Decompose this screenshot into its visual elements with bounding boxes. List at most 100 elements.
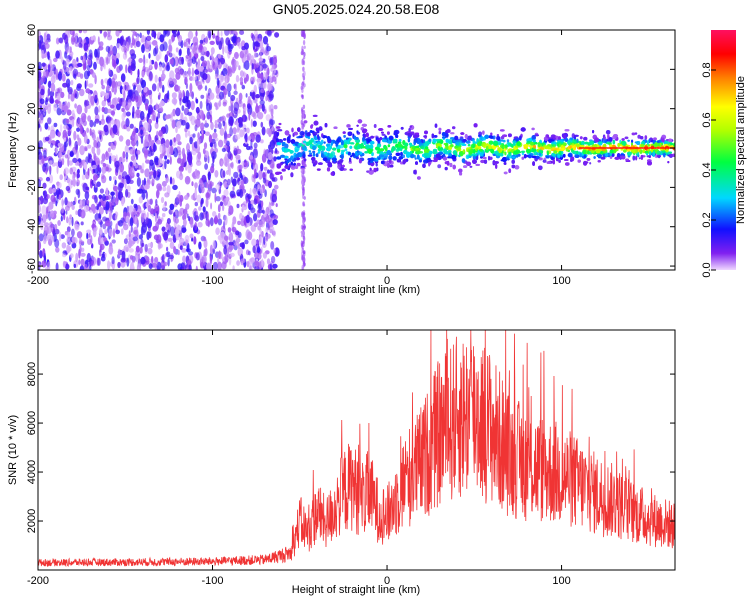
noise-cell — [110, 119, 116, 125]
noise-cell — [74, 223, 80, 231]
noise-cell — [65, 154, 69, 159]
noise-cell — [111, 198, 115, 208]
noise-cell — [241, 242, 245, 249]
noise-cell — [94, 194, 98, 204]
noise-cell — [68, 160, 74, 166]
noise-cell — [38, 204, 41, 214]
noise-cell — [66, 46, 72, 53]
noise-cell — [86, 199, 90, 205]
noise-cell — [41, 62, 46, 67]
band-cell — [506, 139, 510, 143]
noise-cell — [273, 214, 279, 220]
noise-cell — [267, 82, 272, 92]
noise-cell — [270, 192, 273, 203]
noise-cell — [134, 215, 137, 225]
noise-cell — [86, 79, 89, 87]
noise-cell — [260, 200, 264, 208]
noise-cell — [215, 183, 221, 191]
noise-cell — [46, 70, 49, 78]
band-cell — [400, 126, 404, 130]
noise-cell — [42, 53, 48, 58]
noise-cell — [108, 246, 114, 255]
band-cell — [635, 155, 638, 161]
noise-cell — [256, 239, 259, 245]
noise-cell — [94, 118, 100, 124]
noise-cell — [200, 122, 205, 132]
noise-cell — [55, 262, 59, 270]
noise-cell — [219, 74, 225, 83]
noise-cell — [205, 92, 209, 103]
noise-cell — [197, 221, 203, 228]
noise-cell — [98, 45, 104, 51]
noise-cell — [262, 252, 267, 259]
noise-cell — [232, 216, 237, 225]
noise-cell — [125, 64, 128, 74]
noise-cell — [151, 162, 155, 171]
noise-cell — [116, 52, 120, 59]
noise-cell — [244, 60, 250, 71]
noise-cell — [158, 157, 163, 167]
noise-cell — [74, 42, 80, 47]
noise-cell — [84, 106, 88, 114]
noise-cell — [122, 52, 128, 60]
noise-cell — [174, 217, 179, 224]
noise-cell — [56, 194, 59, 204]
noise-cell — [156, 183, 162, 191]
noise-cell — [269, 173, 274, 180]
noise-cell — [181, 248, 187, 253]
noise-cell — [92, 90, 98, 100]
noise-cell — [188, 91, 194, 97]
noise-cell — [200, 186, 205, 194]
noise-cell — [121, 88, 124, 95]
noise-cell — [132, 31, 137, 36]
noise-cell — [252, 120, 257, 127]
noise-cell — [76, 134, 80, 141]
noise-cell — [79, 199, 83, 206]
noise-cell — [76, 57, 79, 62]
noise-cell — [46, 261, 51, 270]
noise-cell — [97, 218, 102, 223]
noise-cell — [263, 236, 266, 246]
noise-cell — [222, 120, 226, 127]
noise-cell — [177, 249, 180, 256]
noise-cell — [125, 118, 130, 128]
noise-cell — [268, 128, 272, 138]
noise-cell — [133, 126, 137, 135]
noise-cell — [186, 177, 190, 183]
noise-cell — [159, 43, 165, 52]
noise-cell — [40, 75, 46, 83]
noise-cell — [260, 121, 264, 128]
noise-cell — [120, 217, 125, 224]
noise-cell — [147, 108, 151, 119]
noise-cell — [217, 30, 220, 40]
noise-cell — [301, 175, 305, 179]
noise-cell — [271, 64, 275, 70]
noise-cell — [38, 73, 41, 82]
noise-cell — [302, 39, 306, 46]
band-cell — [612, 139, 616, 145]
noise-cell — [217, 261, 222, 270]
noise-cell — [301, 264, 304, 270]
noise-cell — [41, 205, 47, 215]
noise-cell — [130, 225, 133, 233]
noise-cell — [217, 56, 220, 66]
noise-cell — [259, 65, 262, 73]
noise-cell — [261, 126, 266, 136]
noise-cell — [169, 203, 175, 210]
noise-cell — [58, 151, 63, 158]
noise-cell — [254, 252, 259, 259]
noise-cell — [238, 159, 241, 164]
noise-cell — [230, 161, 234, 169]
noise-cell — [239, 184, 245, 191]
noise-cell — [142, 223, 147, 233]
noise-cell — [67, 157, 70, 167]
noise-cell — [265, 91, 269, 96]
noise-cell — [58, 37, 63, 43]
noise-cell — [86, 127, 89, 133]
noise-cell — [176, 224, 182, 234]
noise-cell — [257, 111, 261, 119]
noise-cell — [135, 109, 140, 116]
noise-cell — [194, 119, 199, 124]
noise-cell — [234, 60, 239, 68]
noise-cell — [301, 33, 304, 38]
